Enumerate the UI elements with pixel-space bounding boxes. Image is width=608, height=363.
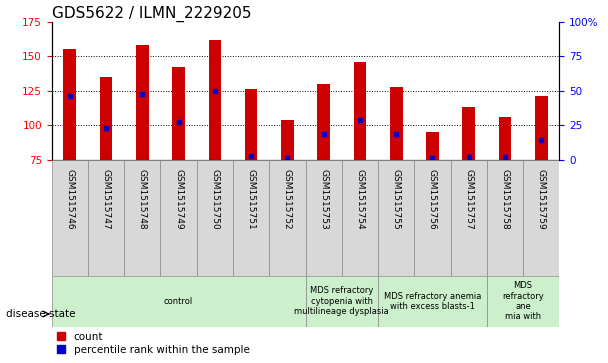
Bar bbox=[269, 160, 305, 276]
Bar bbox=[52, 276, 305, 327]
Text: MDS
refractory
ane
mia with: MDS refractory ane mia with bbox=[502, 281, 544, 321]
Text: MDS refractory anemia
with excess blasts-1: MDS refractory anemia with excess blasts… bbox=[384, 291, 481, 311]
Text: GSM1515759: GSM1515759 bbox=[537, 169, 546, 230]
Text: GSM1515748: GSM1515748 bbox=[138, 169, 147, 230]
Bar bbox=[487, 160, 523, 276]
Bar bbox=[136, 45, 149, 160]
Bar bbox=[378, 160, 414, 276]
Bar bbox=[305, 160, 342, 276]
Bar bbox=[451, 160, 487, 276]
Legend: count, percentile rank within the sample: count, percentile rank within the sample bbox=[57, 332, 249, 355]
Text: GSM1515758: GSM1515758 bbox=[500, 169, 510, 230]
Text: GSM1515751: GSM1515751 bbox=[247, 169, 255, 230]
Bar bbox=[161, 160, 197, 276]
Bar bbox=[52, 160, 88, 276]
Text: GSM1515750: GSM1515750 bbox=[210, 169, 219, 230]
Bar bbox=[499, 117, 511, 160]
Bar bbox=[124, 160, 161, 276]
Bar bbox=[523, 160, 559, 276]
Text: GSM1515752: GSM1515752 bbox=[283, 169, 292, 230]
Text: GDS5622 / ILMN_2229205: GDS5622 / ILMN_2229205 bbox=[52, 5, 251, 22]
Bar bbox=[426, 132, 439, 160]
Bar bbox=[172, 67, 185, 160]
Text: GSM1515753: GSM1515753 bbox=[319, 169, 328, 230]
Bar bbox=[342, 160, 378, 276]
Bar bbox=[354, 62, 366, 160]
Bar bbox=[233, 160, 269, 276]
Bar bbox=[209, 40, 221, 160]
Text: GSM1515756: GSM1515756 bbox=[428, 169, 437, 230]
Bar bbox=[100, 77, 112, 160]
Bar bbox=[535, 96, 548, 160]
Bar bbox=[487, 276, 559, 327]
Text: control: control bbox=[164, 297, 193, 306]
Bar bbox=[305, 276, 378, 327]
Bar bbox=[281, 120, 294, 160]
Text: GSM1515749: GSM1515749 bbox=[174, 169, 183, 230]
Bar bbox=[63, 49, 76, 160]
Bar bbox=[197, 160, 233, 276]
Bar bbox=[414, 160, 451, 276]
Text: GSM1515757: GSM1515757 bbox=[464, 169, 473, 230]
Bar bbox=[390, 87, 402, 160]
Text: GSM1515747: GSM1515747 bbox=[102, 169, 111, 230]
Bar bbox=[88, 160, 124, 276]
Text: GSM1515755: GSM1515755 bbox=[392, 169, 401, 230]
Text: GSM1515754: GSM1515754 bbox=[356, 169, 364, 230]
Bar bbox=[462, 107, 475, 160]
Text: disease state: disease state bbox=[6, 309, 75, 319]
Bar bbox=[378, 276, 487, 327]
Bar bbox=[317, 84, 330, 160]
Text: GSM1515746: GSM1515746 bbox=[65, 169, 74, 230]
Bar bbox=[245, 89, 257, 160]
Text: MDS refractory
cytopenia with
multilineage dysplasia: MDS refractory cytopenia with multilinea… bbox=[294, 286, 389, 316]
